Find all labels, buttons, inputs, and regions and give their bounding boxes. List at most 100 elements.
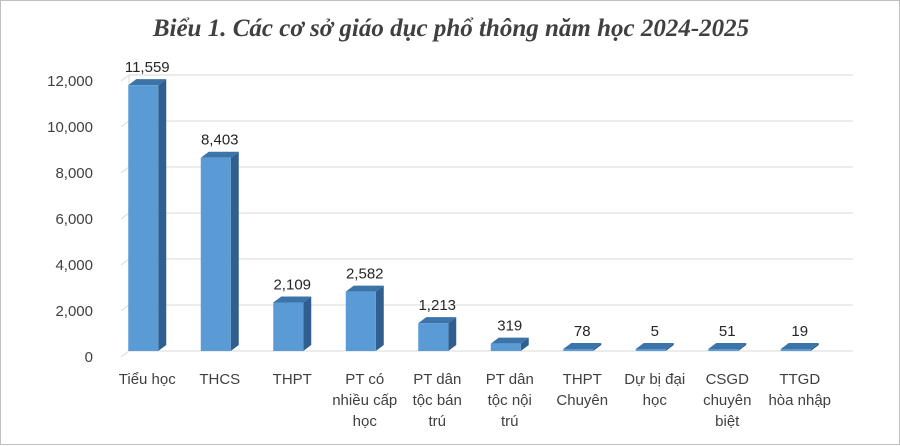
bar — [490, 337, 529, 351]
x-tick-label-line: trú — [501, 413, 519, 430]
bar-side-face — [375, 285, 384, 351]
bar-top-face — [490, 337, 529, 344]
x-tick-label-line: hòa nhập — [768, 392, 831, 409]
bar-top-face — [708, 343, 747, 349]
bar — [345, 285, 384, 351]
bar-top-face — [128, 79, 167, 86]
bar-top-face — [418, 317, 457, 324]
data-label: 8,403 — [201, 132, 239, 149]
y-tick-label: 12,000 — [47, 73, 93, 90]
x-tick-label: PT dân tộc nội trú — [486, 371, 534, 430]
y-tick-label: 6,000 — [55, 211, 93, 228]
bar — [780, 343, 819, 351]
data-label: 2,109 — [273, 276, 311, 293]
bar-side-face — [810, 343, 819, 351]
bar-side-face — [520, 337, 529, 351]
bar-side-face — [303, 296, 312, 351]
bar-top-face — [200, 151, 239, 158]
bar — [200, 151, 239, 351]
bar-front-face — [418, 323, 449, 351]
x-tick-label: THPT Chuyên — [556, 371, 608, 409]
x-tick-label-line: Chuyên — [556, 392, 608, 409]
bar — [563, 343, 602, 351]
x-tick-label-line: tộc bán — [413, 392, 462, 409]
data-label: 11,559 — [125, 59, 170, 76]
bar-top-face — [273, 296, 312, 303]
gridline-depth — [120, 166, 130, 174]
x-tick-label-line: học — [353, 413, 378, 430]
bar-side-face — [230, 151, 239, 351]
x-tick-label-line: Dự bị đại — [624, 371, 685, 388]
bar-side-face — [158, 79, 167, 351]
bar-top-face — [563, 343, 602, 349]
x-axis-ticks: Tiểu học THCS THPT PT có nhiều cấp học PT dân t… — [119, 371, 831, 430]
gridline-depth — [120, 212, 130, 220]
y-tick-label: 2,000 — [55, 303, 93, 320]
y-tick-label: 4,000 — [55, 257, 93, 274]
x-tick-label-line: trú — [428, 413, 446, 430]
bar-front-face — [273, 302, 304, 351]
y-tick-label: 0 — [85, 349, 93, 366]
bar-top-face — [635, 343, 674, 349]
bar-front-face — [345, 291, 376, 351]
data-label: 2,582 — [346, 266, 384, 283]
x-tick-label: Tiểu học — [119, 371, 176, 388]
data-label: 1,213 — [418, 297, 456, 314]
bar-side-face — [738, 343, 747, 351]
x-tick-label-line: nhiều cấp — [332, 392, 397, 409]
data-label: 319 — [497, 318, 522, 335]
bar — [635, 343, 674, 351]
x-tick-label-line: biệt — [715, 413, 740, 430]
x-tick-label-line: PT dân — [413, 371, 461, 388]
bars — [128, 79, 819, 351]
y-tick-label: 10,000 — [47, 119, 93, 136]
data-labels: 11,559 8,403 2,109 2,582 1,213 319 78 5 51 19 — [125, 59, 808, 340]
bar — [128, 79, 167, 351]
bar-front-face — [635, 349, 666, 351]
x-tick-label: TTGD hòa nhập — [768, 371, 831, 409]
bar — [273, 296, 312, 351]
bar — [418, 317, 457, 351]
x-tick-label: CSGD chuyên biệt — [703, 371, 751, 430]
bar-front-face — [490, 343, 521, 351]
x-tick-label-line: THPT — [563, 371, 602, 388]
x-tick-label-line: THPT — [273, 371, 312, 388]
bar-side-face — [665, 343, 674, 351]
x-tick-label: PT có nhiều cấp học — [332, 371, 397, 430]
x-tick-label-line: PT dân — [486, 371, 534, 388]
bar-top-face — [345, 285, 384, 292]
bar — [708, 343, 747, 351]
data-label: 5 — [651, 323, 659, 340]
y-tick-label: 8,000 — [55, 165, 93, 182]
bar-top-face — [780, 343, 819, 349]
bar-front-face — [128, 85, 159, 351]
x-tick-label-line: CSGD — [706, 371, 750, 388]
x-tick-label-line: tộc nội — [488, 392, 532, 409]
bar-side-face — [448, 317, 457, 351]
gridline-depth — [120, 258, 130, 266]
bar-front-face — [200, 157, 231, 351]
bar-front-face — [780, 349, 811, 351]
chart-title: Biểu 1. Các cơ sở giáo dục phổ thông năm… — [152, 15, 750, 42]
y-axis-ticks: 0 2,000 4,000 6,000 8,000 10,000 12,000 — [47, 73, 93, 366]
gridline-depth — [120, 120, 130, 128]
x-tick-label: Dự bị đại học — [624, 371, 685, 409]
x-tick-label-line: TTGD — [779, 371, 820, 388]
bar-front-face — [708, 349, 739, 351]
data-label: 51 — [719, 323, 736, 340]
x-tick-label: PT dân tộc bán trú — [413, 371, 462, 430]
x-tick-label-line: THCS — [199, 371, 240, 388]
bar-front-face — [563, 349, 594, 351]
bar-side-face — [593, 343, 602, 351]
x-tick-label-line: PT có — [345, 371, 384, 388]
gridline-depth — [120, 304, 130, 312]
x-tick-label: THCS — [199, 371, 240, 388]
x-tick-label-line: học — [643, 392, 668, 409]
x-tick-label-line: Tiểu học — [119, 371, 176, 388]
gridline-depth — [120, 350, 130, 358]
data-label: 78 — [574, 323, 591, 340]
data-label: 19 — [791, 323, 808, 340]
x-tick-label: THPT — [273, 371, 312, 388]
